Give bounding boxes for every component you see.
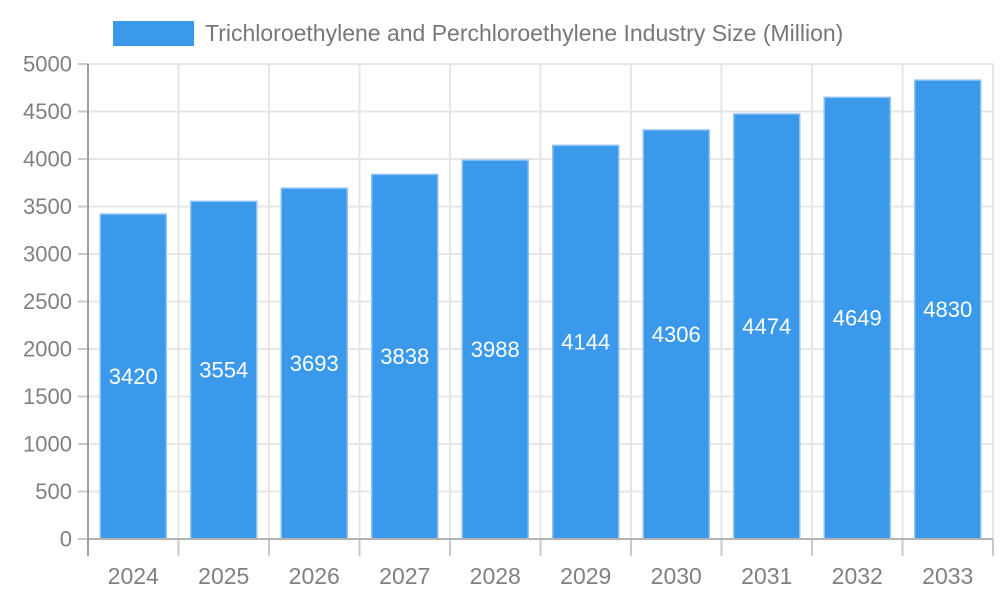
- bar-value-label: 4306: [652, 322, 701, 347]
- x-tick-label: 2025: [198, 563, 249, 589]
- bar[interactable]: [914, 79, 982, 540]
- chart-legend[interactable]: Trichloroethylene and Perchloroethylene …: [113, 20, 843, 47]
- bar[interactable]: [99, 213, 167, 540]
- bar[interactable]: [371, 173, 439, 540]
- y-tick-label: 1500: [23, 384, 72, 409]
- y-tick-label: 2500: [23, 289, 72, 314]
- x-tick-label: 2033: [922, 563, 973, 589]
- bar-value-label: 3693: [290, 351, 339, 376]
- y-tick-label: 4000: [23, 147, 72, 172]
- bar[interactable]: [733, 113, 801, 540]
- x-tick-label: 2029: [560, 563, 611, 589]
- y-tick-label: 5000: [23, 52, 72, 77]
- bar-value-label: 3838: [380, 344, 429, 369]
- bar[interactable]: [461, 159, 529, 540]
- x-tick-label: 2027: [379, 563, 430, 589]
- y-tick-label: 500: [35, 479, 72, 504]
- bar-value-label: 4474: [742, 314, 791, 339]
- legend-swatch: [113, 21, 194, 46]
- bar[interactable]: [642, 129, 710, 540]
- bar-value-label: 4830: [923, 297, 972, 322]
- bar[interactable]: [280, 187, 348, 540]
- x-tick-label: 2030: [651, 563, 702, 589]
- x-tick-label: 2028: [470, 563, 521, 589]
- bar-value-label: 3554: [199, 358, 248, 383]
- y-tick-label: 3500: [23, 194, 72, 219]
- y-tick-label: 3000: [23, 242, 72, 267]
- bar[interactable]: [552, 144, 620, 540]
- y-tick-label: 0: [60, 527, 72, 552]
- y-tick-label: 4500: [23, 99, 72, 124]
- bar[interactable]: [823, 96, 891, 540]
- y-tick-label: 2000: [23, 337, 72, 362]
- bar-value-label: 4144: [561, 330, 610, 355]
- chart-title: Trichloroethylene and Perchloroethylene …: [205, 20, 844, 46]
- bar-value-label: 4649: [833, 306, 882, 331]
- bar-value-label: 3988: [471, 337, 520, 362]
- x-tick-label: 2026: [289, 563, 340, 589]
- bar-value-label: 3420: [109, 364, 158, 389]
- y-tick-label: 1000: [23, 432, 72, 457]
- x-tick-label: 2032: [832, 563, 883, 589]
- x-tick-label: 2024: [108, 563, 159, 589]
- x-tick-label: 2031: [741, 563, 792, 589]
